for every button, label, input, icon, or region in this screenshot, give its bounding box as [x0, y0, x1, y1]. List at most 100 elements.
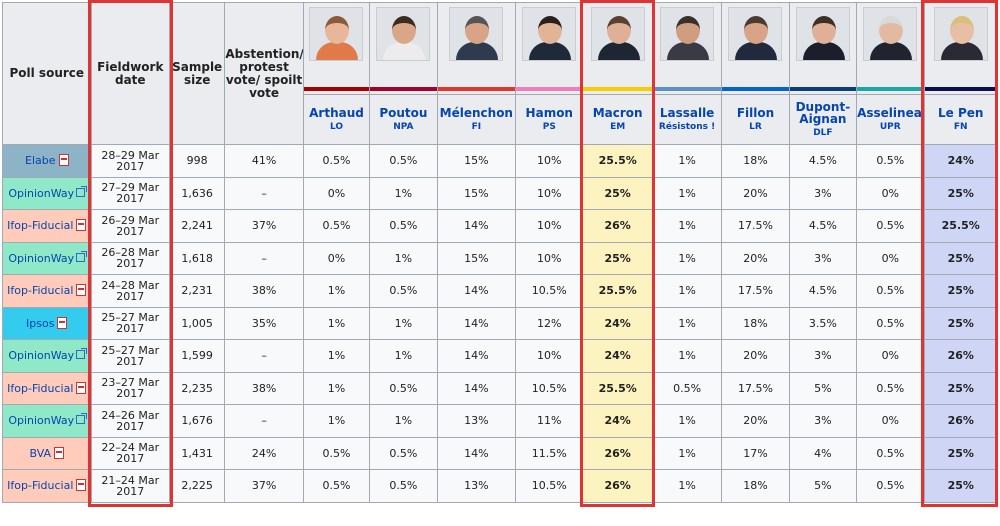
abstention-cell: 35%	[224, 306, 304, 340]
pdf-icon[interactable]	[54, 446, 65, 459]
candidate-photo-cell-arthaud[interactable]	[302, 2, 371, 95]
candidate-photo-cell-melenchon[interactable]	[436, 2, 517, 95]
candidate-name[interactable]: Dupont-Aignan	[795, 99, 851, 126]
vote-share-lassalle: 1%	[651, 241, 723, 275]
poll-source-cell[interactable]: BVA	[2, 436, 92, 470]
vote-share-le-pen: 25.5%	[923, 209, 998, 243]
external-link-icon[interactable]	[76, 348, 88, 360]
candidate-party[interactable]: FN	[953, 121, 968, 132]
sample-size-cell: 1,636	[168, 176, 226, 210]
vote-share-asselineau: 0.5%	[856, 274, 925, 308]
candidate-header-lassalle[interactable]: Lassalle Résistons !	[651, 94, 723, 145]
sample-size-cell: 2,225	[168, 469, 226, 503]
pdf-icon[interactable]	[76, 479, 87, 492]
candidate-party[interactable]: LR	[749, 121, 762, 132]
poll-source-cell[interactable]: Elabe	[2, 144, 92, 178]
candidate-header-asselineau[interactable]: Asselineau UPR	[856, 94, 925, 145]
candidate-party[interactable]: FI	[471, 121, 482, 132]
poll-source-link[interactable]: Ifop-Fiducial	[7, 219, 74, 233]
candidate-photo-cell-dupont-aignan[interactable]	[788, 2, 858, 95]
poll-source-cell[interactable]: OpinionWay	[2, 339, 92, 373]
candidate-party[interactable]: DLF	[813, 127, 833, 138]
poll-source-link[interactable]: OpinionWay	[8, 251, 75, 265]
header-fieldwork-date[interactable]: Fieldwork date	[90, 2, 171, 145]
pdf-icon[interactable]	[76, 219, 87, 232]
poll-source-cell[interactable]: OpinionWay	[2, 241, 92, 275]
candidate-party[interactable]: LO	[329, 121, 344, 132]
candidate-name[interactable]: Le Pen	[938, 105, 984, 120]
poll-source-link[interactable]: OpinionWay	[8, 349, 75, 363]
candidate-header-le-pen[interactable]: Le Pen FN	[923, 94, 998, 145]
table-row: OpinionWay 25–27 Mar 2017 1,599–1% 1% 14% 10% 2…	[2, 339, 998, 373]
abstention-cell: –	[224, 404, 304, 438]
candidate-header-poutou[interactable]: Poutou NPA	[369, 94, 438, 145]
fieldwork-date-cell: 26–29 Mar 2017	[90, 209, 171, 243]
poll-source-link[interactable]: Elabe	[25, 154, 56, 168]
candidate-name[interactable]: Arthaud	[309, 105, 364, 120]
candidate-photo-cell-hamon[interactable]	[515, 2, 584, 95]
poll-source-cell[interactable]: OpinionWay	[2, 176, 92, 210]
header-poll-source[interactable]: Poll source	[2, 2, 92, 145]
vote-share-asselineau: 0.5%	[856, 371, 925, 405]
pdf-icon[interactable]	[76, 381, 87, 394]
poll-source-link[interactable]: OpinionWay	[8, 414, 75, 428]
poll-source-link[interactable]: Ifop-Fiducial	[7, 284, 74, 298]
table-row: Ifop-Fiducial 23–27 Mar 2017 2,235 38% 1% 0.5%…	[2, 371, 998, 405]
pdf-icon[interactable]	[76, 284, 87, 297]
candidate-photo-cell-asselineau[interactable]	[856, 2, 925, 95]
table-row: Ifop-Fiducial 21–24 Mar 2017 2,225 37% 0.5% 0.…	[2, 469, 998, 503]
header-abstention[interactable]: Abstention/ protest vote/ spoilt vote	[224, 2, 304, 145]
candidate-name[interactable]: Fillon	[736, 105, 775, 120]
pdf-icon[interactable]	[58, 154, 69, 167]
candidate-name[interactable]: Lassalle	[659, 105, 715, 120]
poll-source-link[interactable]: Ifop-Fiducial	[7, 479, 74, 493]
poll-source-cell[interactable]: Ipsos	[2, 306, 92, 340]
candidate-party[interactable]: EM	[610, 121, 626, 132]
vote-share-fillon: 20%	[721, 339, 790, 373]
candidate-photo-cell-fillon[interactable]	[721, 2, 790, 95]
candidate-portrait-poutou	[376, 6, 431, 61]
poll-source-cell[interactable]: Ifop-Fiducial	[2, 469, 92, 503]
abstention-cell: 37%	[224, 469, 304, 503]
candidate-party[interactable]: PS	[542, 121, 556, 132]
candidate-name[interactable]: Asselineau	[857, 105, 924, 120]
candidate-header-macron[interactable]: Macron EM	[582, 94, 653, 145]
poll-source-link[interactable]: Ipsos	[26, 316, 55, 330]
candidate-photo-cell-macron[interactable]	[582, 2, 653, 95]
external-link-icon[interactable]	[76, 413, 88, 425]
candidate-name[interactable]: Poutou	[379, 105, 428, 120]
vote-share-fillon: 20%	[721, 404, 790, 438]
external-link-icon[interactable]	[76, 250, 88, 262]
candidate-photo-cell-poutou[interactable]	[369, 2, 438, 95]
candidate-header-dupont-aignan[interactable]: Dupont-Aignan DLF	[788, 94, 858, 145]
poll-source-cell[interactable]: OpinionWay	[2, 404, 92, 438]
external-link-icon[interactable]	[76, 185, 88, 197]
candidate-header-arthaud[interactable]: Arthaud LO	[302, 94, 371, 145]
candidate-party[interactable]: UPR	[879, 121, 901, 132]
vote-share-fillon: 17.5%	[721, 209, 790, 243]
candidate-name[interactable]: Mélenchon	[439, 105, 513, 120]
vote-share-macron: 25%	[582, 176, 653, 210]
poll-source-cell[interactable]: Ifop-Fiducial	[2, 371, 92, 405]
header-sample-size[interactable]: Sample size	[168, 2, 226, 145]
candidate-party[interactable]: Résistons !	[658, 121, 716, 132]
poll-source-cell[interactable]: Ifop-Fiducial	[2, 274, 92, 308]
candidate-header-hamon[interactable]: Hamon PS	[515, 94, 584, 145]
candidate-header-melenchon[interactable]: Mélenchon FI	[436, 94, 517, 145]
candidate-photo-cell-le-pen[interactable]	[923, 2, 998, 95]
pdf-icon[interactable]	[57, 316, 68, 329]
candidate-header-fillon[interactable]: Fillon LR	[721, 94, 790, 145]
candidate-party[interactable]: NPA	[393, 121, 414, 132]
vote-share-poutou: 1%	[369, 241, 438, 275]
table-row: Ifop-Fiducial 26–29 Mar 2017 2,241 37% 0.5% 0.…	[2, 209, 998, 243]
poll-source-link[interactable]: OpinionWay	[8, 186, 75, 200]
poll-source-link[interactable]: BVA	[29, 446, 52, 460]
portrait-head-shape	[606, 15, 631, 44]
candidate-name[interactable]: Macron	[592, 105, 643, 120]
poll-source-cell[interactable]: Ifop-Fiducial	[2, 209, 92, 243]
poll-source-link[interactable]: Ifop-Fiducial	[7, 381, 74, 395]
table-row: Ipsos 25–27 Mar 2017 1,005 35% 1% 1% 14% 12% 24% 1…	[2, 306, 998, 340]
candidate-name[interactable]: Hamon	[525, 105, 573, 120]
candidate-photo-cell-lassalle[interactable]	[651, 2, 723, 95]
fieldwork-date-year: 2017	[116, 387, 145, 401]
